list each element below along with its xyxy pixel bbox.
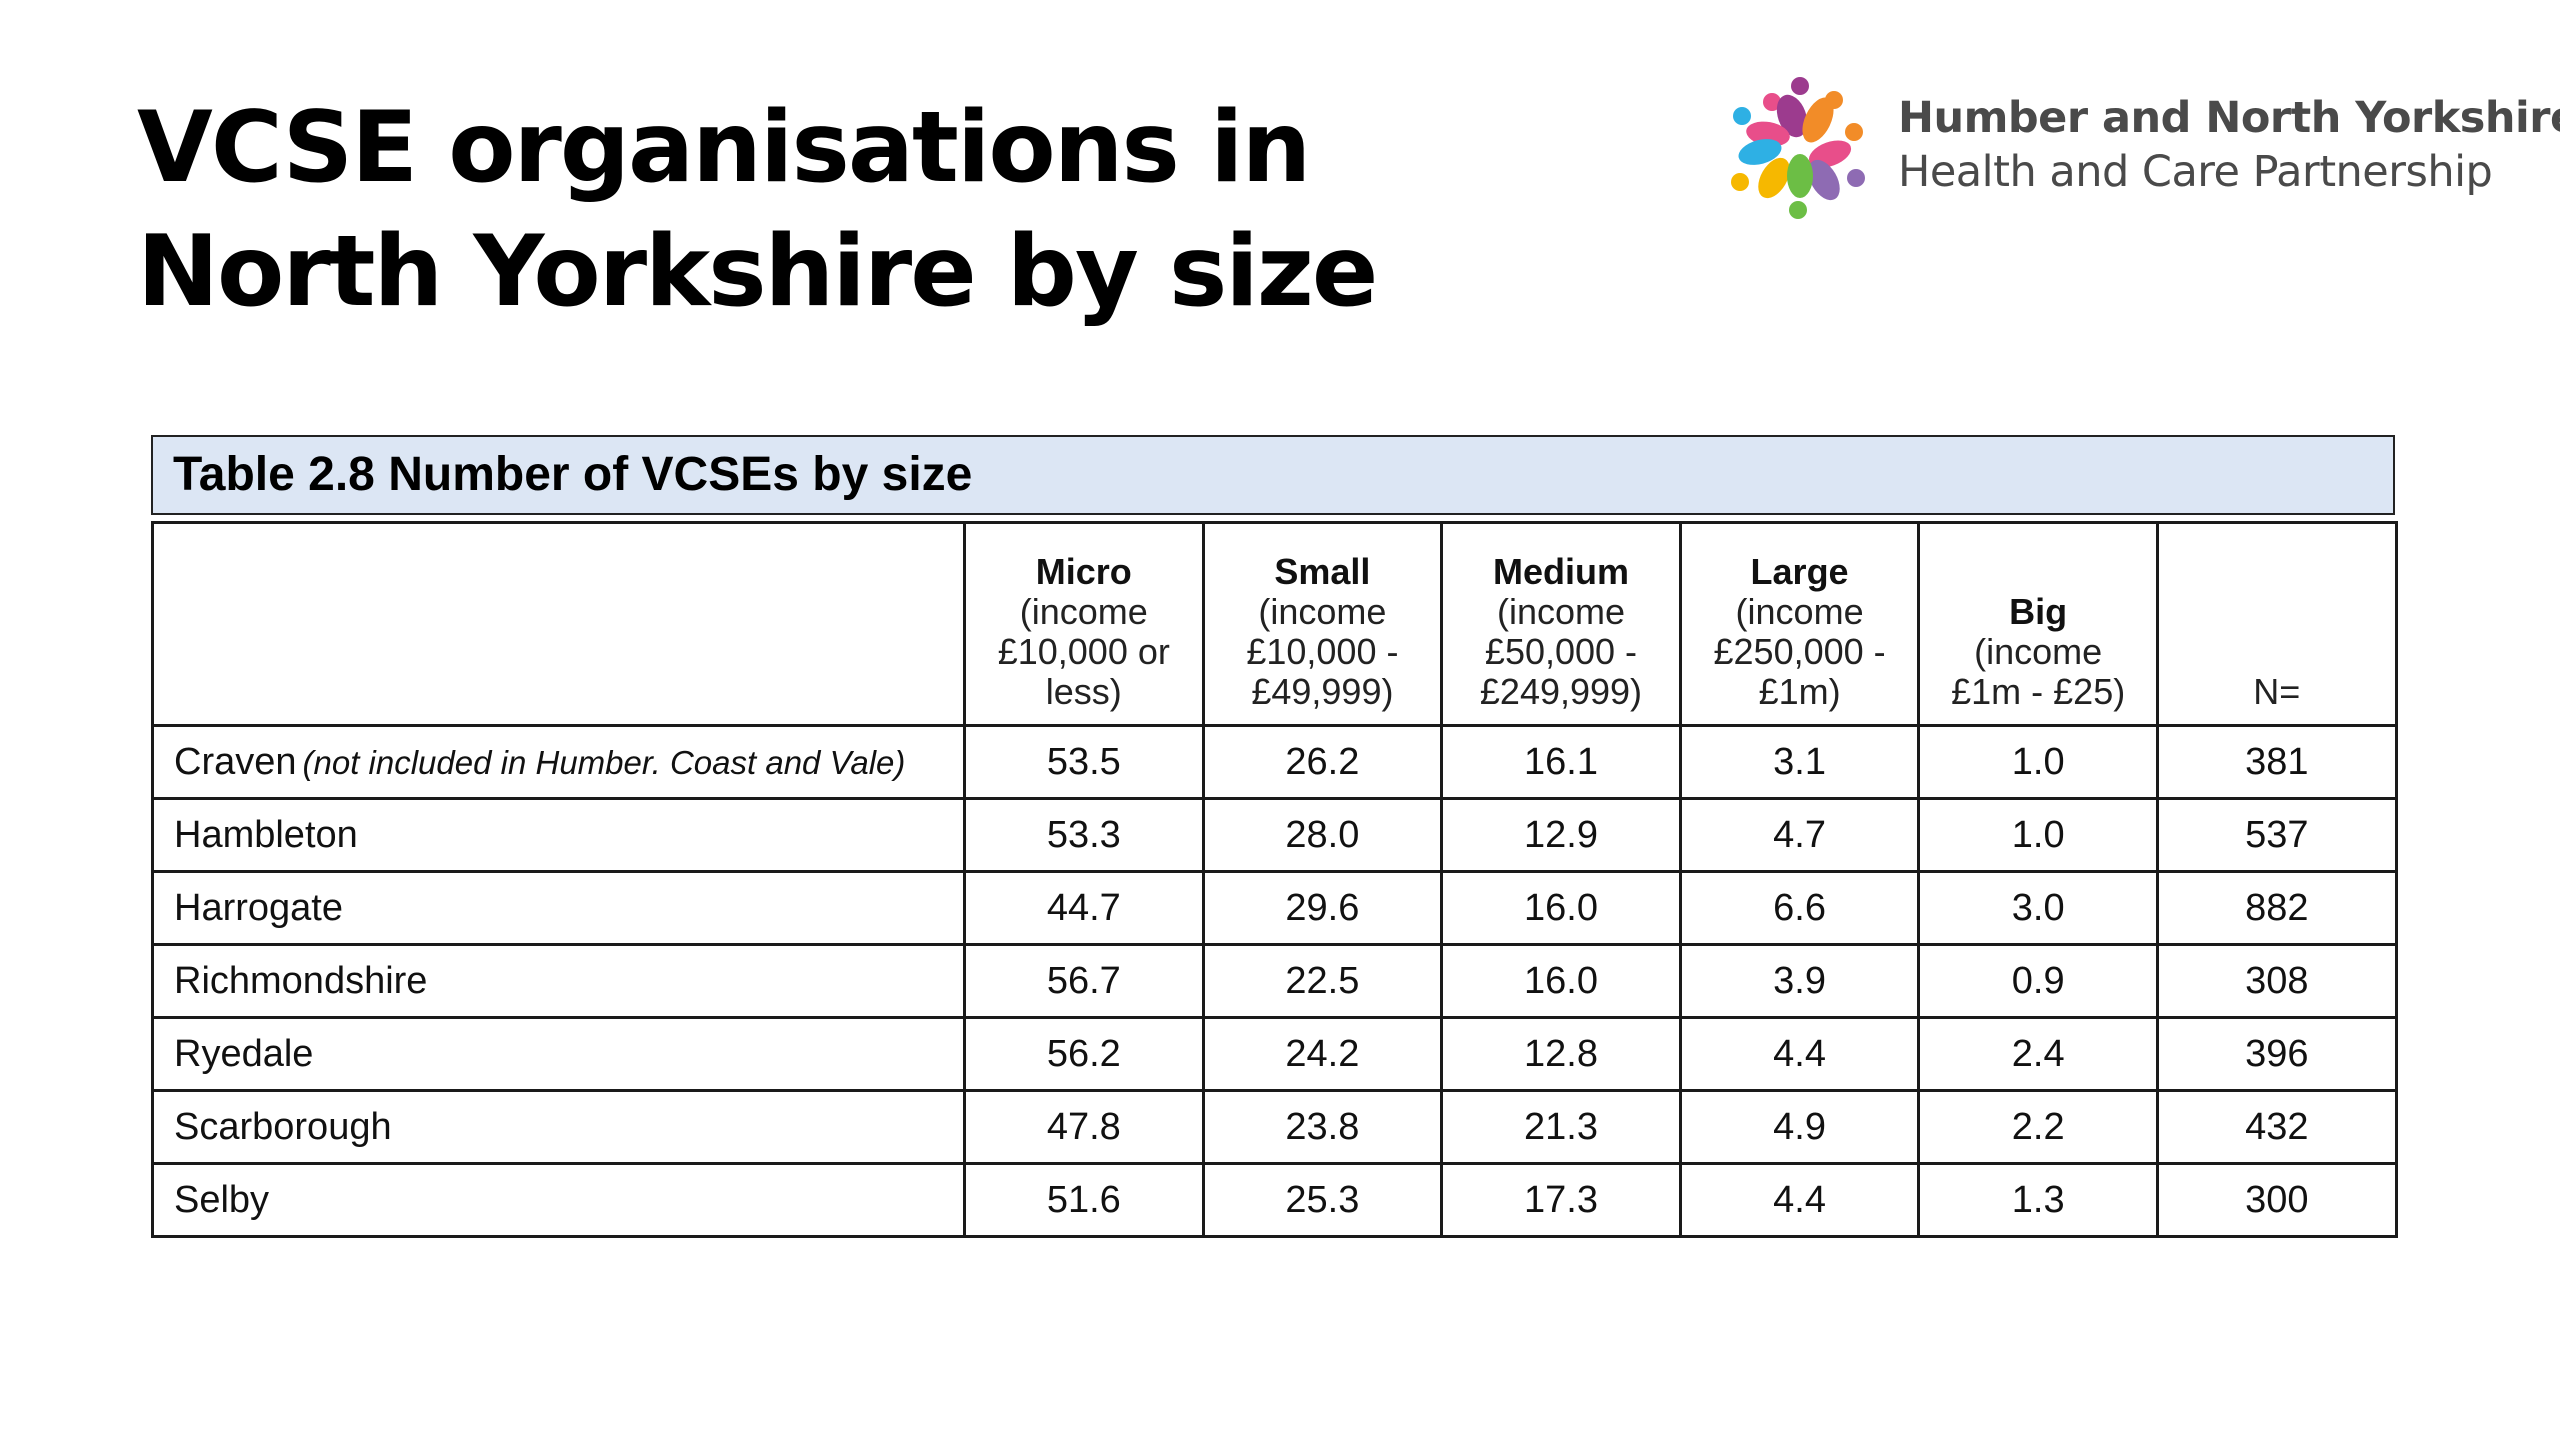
region-cell: Selby <box>151 1162 966 1238</box>
region-cell: Richmondshire <box>151 943 966 1019</box>
table-row: Richmondshire 56.7 22.5 16.0 3.9 0.9 308 <box>151 943 2398 1019</box>
micro-cell: 56.7 <box>963 943 1205 1019</box>
region-cell: Harrogate <box>151 870 966 946</box>
big-cell: 1.3 <box>1917 1162 2159 1238</box>
large-cell: 4.9 <box>1678 1089 1921 1165</box>
partnership-logo: Humber and North Yorkshire Health and Ca… <box>1730 72 2560 232</box>
small-cell: 28.0 <box>1201 797 1444 873</box>
micro-cell: 53.3 <box>963 797 1205 873</box>
small-cell: 26.2 <box>1201 724 1444 800</box>
large-cell: 3.1 <box>1678 724 1921 800</box>
large-cell: 4.4 <box>1678 1016 1921 1092</box>
big-cell: 0.9 <box>1917 943 2159 1019</box>
region-note: (not included in Humber. Coast and Vale) <box>302 743 906 781</box>
big-cell: 3.0 <box>1917 870 2159 946</box>
medium-cell: 12.9 <box>1440 797 1682 873</box>
table-row: Craven (not included in Humber. Coast and… <box>151 724 2398 800</box>
small-cell: 24.2 <box>1201 1016 1444 1092</box>
medium-cell: 17.3 <box>1440 1162 1682 1238</box>
micro-cell: 47.8 <box>963 1089 1205 1165</box>
header-small: Small (income £10,000 - £49,999) <box>1201 521 1444 727</box>
table-row: Selby 51.6 25.3 17.3 4.4 1.3 300 <box>151 1162 2398 1238</box>
table-caption: Table 2.8 Number of VCSEs by size <box>151 435 2395 515</box>
header-region <box>151 521 966 727</box>
header-large: Large (income £250,000 - £1m) <box>1678 521 1921 727</box>
medium-cell: 16.0 <box>1440 870 1682 946</box>
big-cell: 2.4 <box>1917 1016 2159 1092</box>
logo-text: Humber and North Yorkshire Health and Ca… <box>1898 90 2560 198</box>
logo-line-1: Humber and North Yorkshire <box>1898 93 2560 143</box>
large-cell: 4.7 <box>1678 797 1921 873</box>
header-n: N= <box>2155 521 2398 727</box>
logo-line-2: Health and Care Partnership <box>1898 147 2493 197</box>
large-cell: 3.9 <box>1678 943 1921 1019</box>
n-cell: 432 <box>2155 1089 2398 1165</box>
micro-cell: 44.7 <box>963 870 1205 946</box>
big-cell: 2.2 <box>1917 1089 2159 1165</box>
micro-cell: 51.6 <box>963 1162 1205 1238</box>
n-cell: 308 <box>2155 943 2398 1019</box>
table-row: Harrogate 44.7 29.6 16.0 6.6 3.0 882 <box>151 870 2398 946</box>
small-cell: 29.6 <box>1201 870 1444 946</box>
medium-cell: 21.3 <box>1440 1089 1682 1165</box>
region-cell: Ryedale <box>151 1016 966 1092</box>
large-cell: 6.6 <box>1678 870 1921 946</box>
people-cluster-logo-icon <box>1731 77 1865 219</box>
vcse-size-table: Micro (income £10,000 or less) Small (in… <box>151 521 2398 1238</box>
n-cell: 381 <box>2155 724 2398 800</box>
slide-title-line-2: North Yorkshire by size <box>137 215 1378 329</box>
micro-cell: 53.5 <box>963 724 1205 800</box>
small-cell: 25.3 <box>1201 1162 1444 1238</box>
medium-cell: 16.1 <box>1440 724 1682 800</box>
header-medium: Medium (income £50,000 - £249,999) <box>1440 521 1682 727</box>
big-cell: 1.0 <box>1917 724 2159 800</box>
header-micro: Micro (income £10,000 or less) <box>963 521 1205 727</box>
table-row: Scarborough 47.8 23.8 21.3 4.9 2.2 432 <box>151 1089 2398 1165</box>
n-cell: 300 <box>2155 1162 2398 1238</box>
n-cell: 882 <box>2155 870 2398 946</box>
n-cell: 537 <box>2155 797 2398 873</box>
slide-title: VCSE organisations in North Yorkshire by… <box>137 86 1378 334</box>
n-cell: 396 <box>2155 1016 2398 1092</box>
small-cell: 22.5 <box>1201 943 1444 1019</box>
small-cell: 23.8 <box>1201 1089 1444 1165</box>
header-big: Big (income £1m - £25) <box>1917 521 2159 727</box>
medium-cell: 12.8 <box>1440 1016 1682 1092</box>
micro-cell: 56.2 <box>963 1016 1205 1092</box>
region-cell: Craven (not included in Humber. Coast and… <box>151 724 966 800</box>
region-cell: Scarborough <box>151 1089 966 1165</box>
table-row: Ryedale 56.2 24.2 12.8 4.4 2.4 396 <box>151 1016 2398 1092</box>
table-row: Hambleton 53.3 28.0 12.9 4.7 1.0 537 <box>151 797 2398 873</box>
medium-cell: 16.0 <box>1440 943 1682 1019</box>
table-header-row: Micro (income £10,000 or less) Small (in… <box>151 521 2398 727</box>
large-cell: 4.4 <box>1678 1162 1921 1238</box>
big-cell: 1.0 <box>1917 797 2159 873</box>
region-cell: Hambleton <box>151 797 966 873</box>
slide-title-line-1: VCSE organisations in <box>137 91 1311 205</box>
